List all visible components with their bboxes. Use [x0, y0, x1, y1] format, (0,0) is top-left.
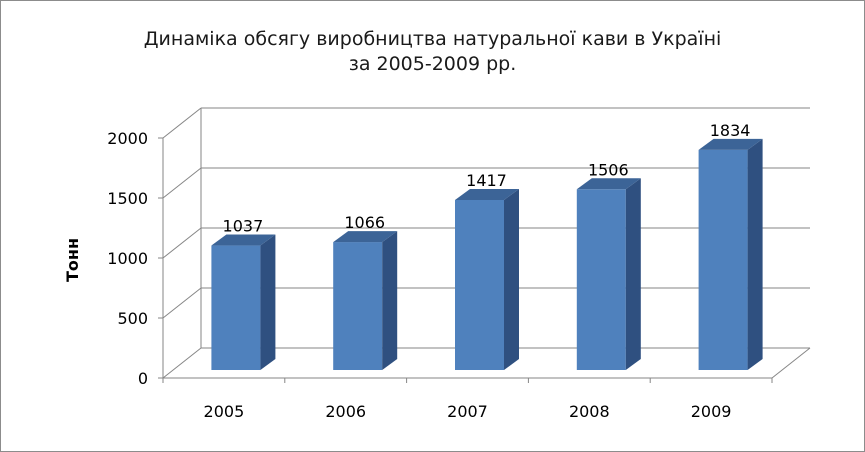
- bar-front: [455, 199, 504, 370]
- bar: [455, 188, 519, 370]
- data-label: 1506: [588, 160, 629, 179]
- y-tick-label: 2000: [107, 129, 148, 148]
- axes: [158, 137, 811, 383]
- bar: [333, 231, 398, 370]
- x-tick-labels: 2005 2006 2007 2008 2009: [204, 402, 732, 421]
- chart-title-line-2: за 2005-2009 рр.: [348, 53, 517, 75]
- bar-side: [747, 138, 763, 370]
- gridline-depth: [162, 167, 202, 199]
- bar: [698, 138, 763, 370]
- y-tick-label: 1500: [107, 189, 148, 208]
- data-label: 1037: [223, 217, 264, 236]
- bar-top: [576, 178, 641, 190]
- bar-side: [625, 178, 641, 370]
- bar-front: [333, 242, 383, 370]
- data-label: 1834: [710, 121, 751, 140]
- y-axis-label: Тонн: [63, 238, 82, 282]
- bar-side: [504, 188, 519, 370]
- bar-side: [382, 231, 398, 370]
- x-tick-label: 2006: [325, 402, 366, 421]
- bar-side: [260, 234, 276, 370]
- bar-top: [211, 234, 276, 246]
- bar: [211, 234, 276, 370]
- bar-front: [576, 189, 626, 370]
- bar-top: [333, 231, 398, 243]
- y-tick-label: 500: [117, 309, 148, 328]
- data-labels: 1037 1066 1417 1506 1834: [223, 121, 751, 236]
- gridline-depth: [162, 227, 202, 259]
- floor-edge: [771, 347, 811, 379]
- x-tick-label: 2007: [447, 402, 488, 421]
- x-tick-label: 2005: [204, 402, 245, 421]
- gridline-depth: [162, 287, 202, 319]
- y-tick-labels: 0 500 1000 1500 2000: [107, 129, 148, 388]
- gridline-depth: [162, 107, 202, 139]
- bars: [211, 138, 763, 370]
- chart-title-line-1: Динаміка обсягу виробництва натуральної …: [143, 28, 722, 50]
- x-tick-label: 2008: [569, 402, 610, 421]
- bar-front: [698, 149, 748, 370]
- x-tick-label: 2009: [691, 402, 732, 421]
- bar-top: [455, 188, 519, 200]
- data-label: 1417: [466, 171, 507, 190]
- y-tick-label: 1000: [107, 249, 148, 268]
- bar-top: [698, 138, 763, 150]
- gridline-depth: [162, 347, 202, 379]
- y-tick-label: 0: [138, 369, 148, 388]
- data-label: 1066: [344, 213, 385, 232]
- bar-front: [211, 245, 261, 370]
- bar: [576, 178, 641, 370]
- chart-title: Динаміка обсягу виробництва натуральної …: [0, 27, 865, 77]
